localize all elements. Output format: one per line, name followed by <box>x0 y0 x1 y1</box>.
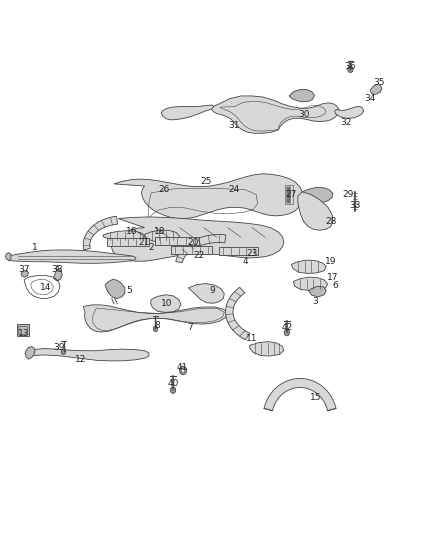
Text: 10: 10 <box>161 300 172 308</box>
Text: 4: 4 <box>243 257 248 265</box>
Text: 19: 19 <box>325 257 336 265</box>
Text: 29: 29 <box>343 190 354 199</box>
Text: 16: 16 <box>126 228 137 236</box>
Text: 23: 23 <box>246 249 258 257</box>
Circle shape <box>181 368 185 373</box>
Text: 25: 25 <box>200 177 212 185</box>
Text: 26: 26 <box>159 185 170 193</box>
Polygon shape <box>298 192 333 230</box>
Polygon shape <box>219 247 258 255</box>
Polygon shape <box>264 378 336 411</box>
Polygon shape <box>291 260 326 273</box>
Polygon shape <box>293 277 328 290</box>
Bar <box>285 185 293 204</box>
Text: 30: 30 <box>299 110 310 119</box>
Text: 33: 33 <box>349 201 360 209</box>
Polygon shape <box>300 188 333 204</box>
Text: 32: 32 <box>340 118 352 127</box>
Polygon shape <box>145 230 180 242</box>
Bar <box>17 324 29 336</box>
Circle shape <box>348 66 353 72</box>
Circle shape <box>170 387 176 393</box>
Text: 2: 2 <box>148 244 154 252</box>
Polygon shape <box>83 216 117 250</box>
Text: 3: 3 <box>312 297 318 305</box>
Text: 6: 6 <box>332 281 338 289</box>
Polygon shape <box>370 84 382 94</box>
Polygon shape <box>103 231 145 241</box>
Polygon shape <box>212 96 339 133</box>
Polygon shape <box>171 246 212 254</box>
Text: 1: 1 <box>32 244 38 252</box>
Text: 28: 28 <box>325 217 336 225</box>
Polygon shape <box>176 235 226 263</box>
Polygon shape <box>111 217 284 261</box>
Circle shape <box>284 329 290 336</box>
Circle shape <box>153 326 158 332</box>
Text: 34: 34 <box>364 94 376 103</box>
Text: 40: 40 <box>167 379 179 388</box>
Polygon shape <box>105 279 125 298</box>
Polygon shape <box>5 253 11 261</box>
Polygon shape <box>188 284 224 303</box>
Circle shape <box>61 349 66 354</box>
Polygon shape <box>107 238 149 246</box>
Polygon shape <box>9 250 136 263</box>
Text: 31: 31 <box>229 121 240 130</box>
Text: 8: 8 <box>155 321 161 329</box>
Polygon shape <box>21 271 28 277</box>
Polygon shape <box>289 90 314 102</box>
Text: 9: 9 <box>209 286 215 295</box>
Text: 38: 38 <box>51 265 63 273</box>
Polygon shape <box>155 237 199 245</box>
Text: 12: 12 <box>75 356 87 364</box>
Text: 39: 39 <box>53 343 65 352</box>
Text: 21: 21 <box>139 238 150 247</box>
Polygon shape <box>26 349 149 361</box>
Text: 11: 11 <box>246 334 258 343</box>
Polygon shape <box>25 346 35 359</box>
Polygon shape <box>309 286 326 297</box>
Polygon shape <box>53 269 62 281</box>
Polygon shape <box>161 105 214 120</box>
Text: 22: 22 <box>194 252 205 260</box>
Text: 41: 41 <box>176 364 187 372</box>
Text: 15: 15 <box>310 393 321 401</box>
Circle shape <box>180 366 187 375</box>
Text: 24: 24 <box>229 185 240 193</box>
Polygon shape <box>226 287 250 340</box>
Polygon shape <box>83 305 228 332</box>
Bar <box>18 326 27 334</box>
Polygon shape <box>335 107 364 118</box>
Text: 20: 20 <box>187 238 198 247</box>
Text: 35: 35 <box>373 78 385 87</box>
Text: 37: 37 <box>18 265 30 273</box>
Polygon shape <box>250 342 284 356</box>
Text: 18: 18 <box>154 228 166 236</box>
Text: 42: 42 <box>281 324 293 332</box>
Text: 17: 17 <box>327 273 339 281</box>
Text: 14: 14 <box>40 284 52 292</box>
Text: 7: 7 <box>187 324 194 332</box>
Polygon shape <box>151 295 181 312</box>
Text: 36: 36 <box>345 62 356 71</box>
Text: 5: 5 <box>126 286 132 295</box>
Polygon shape <box>114 174 302 219</box>
Text: 27: 27 <box>286 190 297 199</box>
Text: 13: 13 <box>18 329 30 337</box>
